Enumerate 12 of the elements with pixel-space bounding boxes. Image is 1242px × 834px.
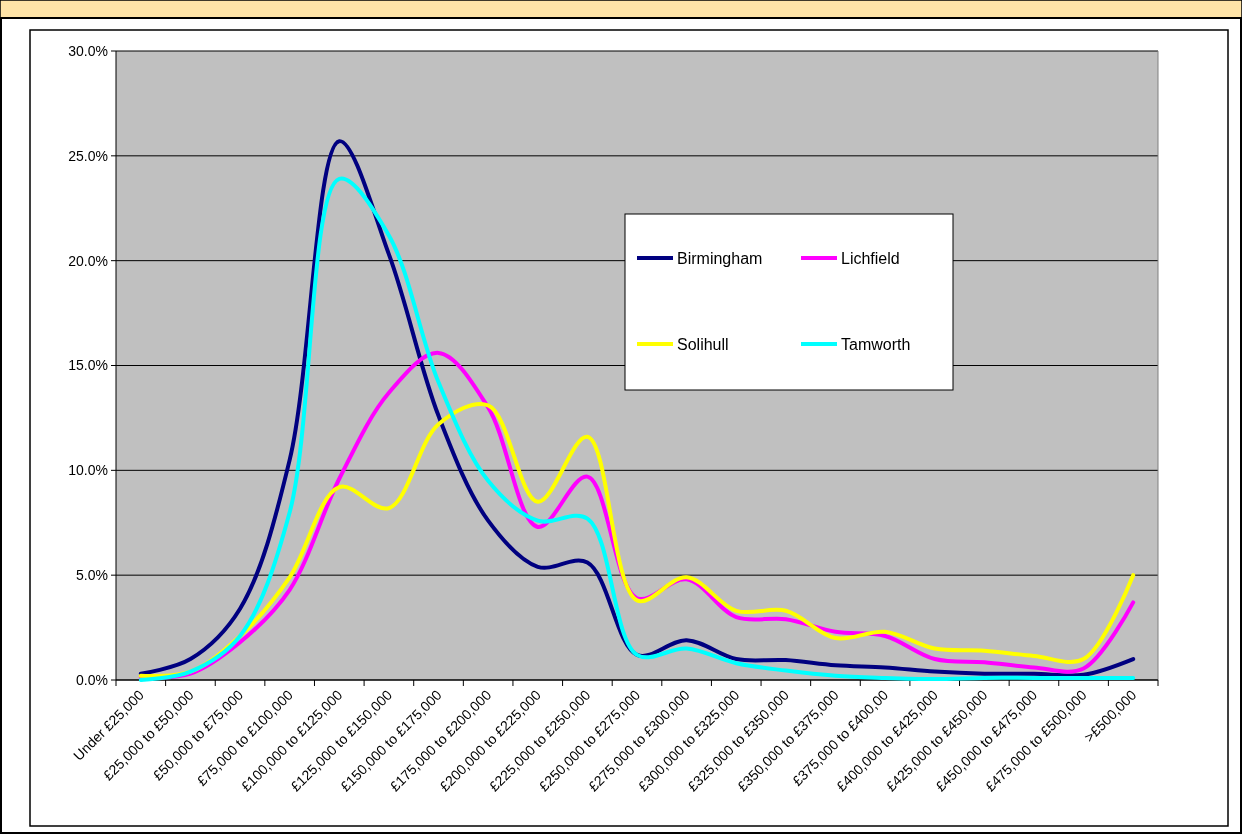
y-tick-label: 30.0%	[68, 42, 108, 59]
legend-label: Lichfield	[841, 249, 900, 267]
y-tick-label: 15.0%	[68, 357, 108, 374]
y-tick-label: 10.0%	[68, 462, 108, 479]
legend-label: Birmingham	[677, 249, 763, 267]
y-tick-label: 20.0%	[68, 252, 108, 269]
legend-label: Solihull	[677, 335, 729, 353]
y-tick-label: 25.0%	[68, 147, 108, 164]
y-tick-label: 5.0%	[76, 567, 108, 584]
legend-label: Tamworth	[841, 335, 911, 353]
line-series	[138, 402, 1136, 678]
y-tick-label: 0.0%	[76, 671, 108, 688]
